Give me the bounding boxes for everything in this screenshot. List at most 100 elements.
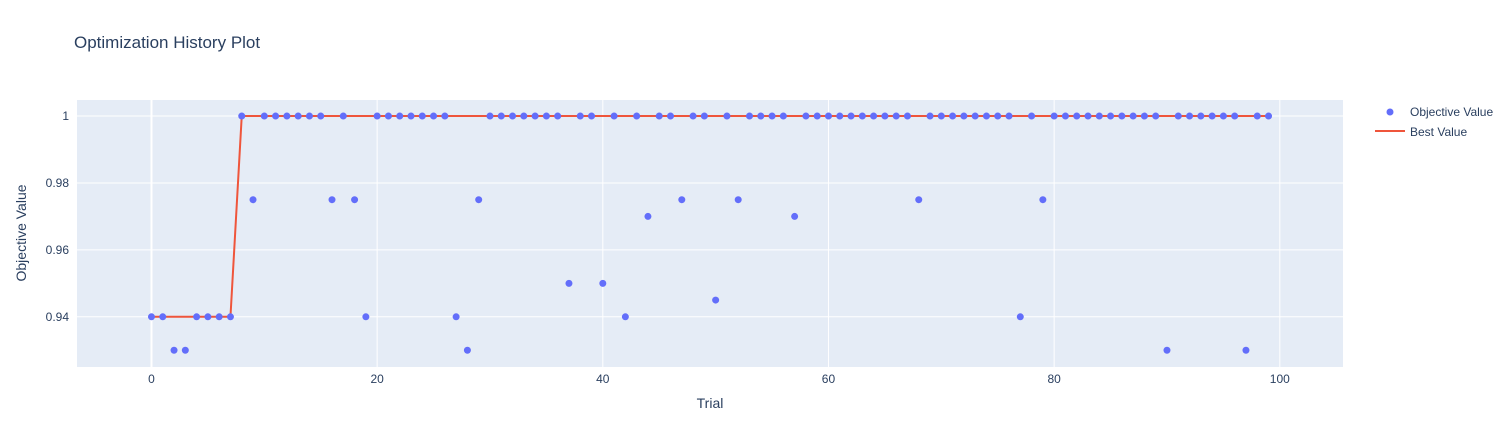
objective-value-point[interactable] xyxy=(475,196,483,204)
objective-value-point[interactable] xyxy=(1039,196,1047,204)
objective-value-point[interactable] xyxy=(982,112,990,120)
objective-value-point[interactable] xyxy=(1084,112,1092,120)
objective-value-point[interactable] xyxy=(159,313,167,321)
objective-value-point[interactable] xyxy=(1208,112,1216,120)
objective-value-point[interactable] xyxy=(328,196,336,204)
objective-value-point[interactable] xyxy=(497,112,505,120)
objective-value-point[interactable] xyxy=(836,112,844,120)
objective-value-point[interactable] xyxy=(588,112,596,120)
objective-value-point[interactable] xyxy=(791,212,799,220)
objective-value-point[interactable] xyxy=(1197,112,1205,120)
objective-value-point[interactable] xyxy=(351,196,359,204)
objective-value-point[interactable] xyxy=(847,112,855,120)
objective-value-point[interactable] xyxy=(779,112,787,120)
objective-value-point[interactable] xyxy=(362,313,370,321)
objective-value-point[interactable] xyxy=(1050,112,1058,120)
objective-value-point[interactable] xyxy=(1095,112,1103,120)
objective-value-point[interactable] xyxy=(283,112,291,120)
objective-value-point[interactable] xyxy=(384,112,392,120)
objective-value-point[interactable] xyxy=(215,313,223,321)
objective-value-point[interactable] xyxy=(1174,112,1182,120)
objective-value-point[interactable] xyxy=(1005,112,1013,120)
legend-item-best-value[interactable]: Best Value xyxy=(1375,125,1467,139)
objective-value-point[interactable] xyxy=(272,112,280,120)
objective-value-point[interactable] xyxy=(1140,112,1148,120)
objective-value-point[interactable] xyxy=(621,313,629,321)
legend-item-objective-value[interactable]: Objective Value xyxy=(1386,105,1494,119)
objective-value-point[interactable] xyxy=(1061,112,1069,120)
objective-value-point[interactable] xyxy=(509,112,517,120)
objective-value-point[interactable] xyxy=(903,112,911,120)
objective-value-point[interactable] xyxy=(994,112,1002,120)
objective-value-point[interactable] xyxy=(418,112,426,120)
objective-value-point[interactable] xyxy=(1163,346,1171,354)
objective-value-point[interactable] xyxy=(396,112,404,120)
objective-value-point[interactable] xyxy=(317,112,325,120)
objective-value-point[interactable] xyxy=(745,112,753,120)
objective-value-point[interactable] xyxy=(407,112,415,120)
objective-value-point[interactable] xyxy=(430,112,438,120)
objective-value-point[interactable] xyxy=(1186,112,1194,120)
objective-value-point[interactable] xyxy=(960,112,968,120)
objective-value-point[interactable] xyxy=(633,112,641,120)
objective-value-point[interactable] xyxy=(193,313,201,321)
objective-value-point[interactable] xyxy=(700,112,708,120)
objective-value-point[interactable] xyxy=(802,112,810,120)
objective-value-point[interactable] xyxy=(1253,112,1261,120)
objective-value-point[interactable] xyxy=(1265,112,1273,120)
objective-value-point[interactable] xyxy=(915,196,923,204)
objective-value-point[interactable] xyxy=(1219,112,1227,120)
objective-value-point[interactable] xyxy=(667,112,675,120)
objective-value-point[interactable] xyxy=(768,112,776,120)
objective-value-point[interactable] xyxy=(723,112,731,120)
objective-value-point[interactable] xyxy=(226,313,234,321)
objective-value-point[interactable] xyxy=(757,112,765,120)
objective-value-point[interactable] xyxy=(824,112,832,120)
objective-value-point[interactable] xyxy=(1118,112,1126,120)
objective-value-point[interactable] xyxy=(881,112,889,120)
objective-value-point[interactable] xyxy=(542,112,550,120)
objective-value-point[interactable] xyxy=(599,279,607,287)
objective-value-point[interactable] xyxy=(249,196,257,204)
objective-value-point[interactable] xyxy=(1231,112,1239,120)
objective-value-point[interactable] xyxy=(1016,313,1024,321)
objective-value-point[interactable] xyxy=(531,112,539,120)
objective-value-point[interactable] xyxy=(486,112,494,120)
objective-value-point[interactable] xyxy=(294,112,302,120)
objective-value-point[interactable] xyxy=(678,196,686,204)
objective-value-point[interactable] xyxy=(170,346,178,354)
objective-value-point[interactable] xyxy=(1242,346,1250,354)
objective-value-point[interactable] xyxy=(655,112,663,120)
objective-value-point[interactable] xyxy=(644,212,652,220)
objective-value-point[interactable] xyxy=(937,112,945,120)
objective-value-point[interactable] xyxy=(926,112,934,120)
objective-value-point[interactable] xyxy=(373,112,381,120)
objective-value-point[interactable] xyxy=(1028,112,1036,120)
legend[interactable]: Objective Value Best Value xyxy=(1375,105,1493,139)
objective-value-point[interactable] xyxy=(204,313,212,321)
objective-value-point[interactable] xyxy=(305,112,313,120)
objective-value-point[interactable] xyxy=(463,346,471,354)
objective-value-point[interactable] xyxy=(565,279,573,287)
objective-value-point[interactable] xyxy=(441,112,449,120)
objective-value-point[interactable] xyxy=(520,112,528,120)
objective-value-point[interactable] xyxy=(971,112,979,120)
objective-value-point[interactable] xyxy=(147,313,155,321)
objective-value-point[interactable] xyxy=(858,112,866,120)
objective-value-point[interactable] xyxy=(576,112,584,120)
objective-value-point[interactable] xyxy=(892,112,900,120)
objective-value-point[interactable] xyxy=(949,112,957,120)
objective-value-point[interactable] xyxy=(260,112,268,120)
objective-value-point[interactable] xyxy=(689,112,697,120)
objective-value-point[interactable] xyxy=(1129,112,1137,120)
objective-value-point[interactable] xyxy=(238,112,246,120)
objective-value-point[interactable] xyxy=(339,112,347,120)
objective-value-point[interactable] xyxy=(734,196,742,204)
objective-value-point[interactable] xyxy=(1152,112,1160,120)
objective-value-point[interactable] xyxy=(610,112,618,120)
objective-value-point[interactable] xyxy=(1073,112,1081,120)
objective-value-point[interactable] xyxy=(554,112,562,120)
objective-value-point[interactable] xyxy=(181,346,189,354)
objective-value-point[interactable] xyxy=(452,313,460,321)
objective-value-point[interactable] xyxy=(813,112,821,120)
